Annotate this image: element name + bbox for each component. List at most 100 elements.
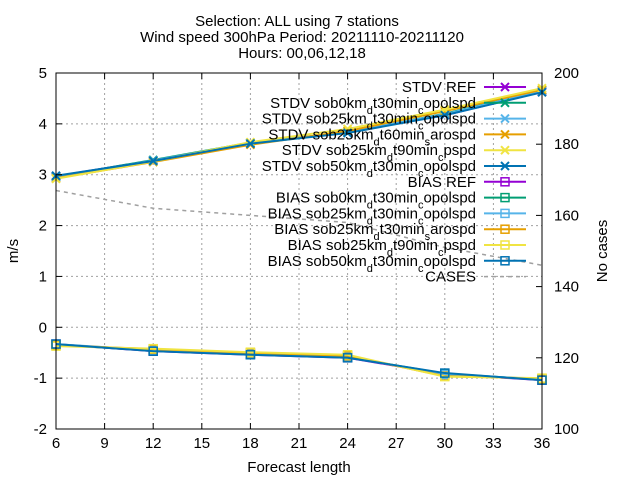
data-point — [148, 156, 158, 166]
data-point — [342, 128, 353, 138]
x-tick-label: 12 — [145, 435, 162, 452]
y2-tick-label: 160 — [554, 207, 579, 224]
legend-label: STDV sob25kmdt60minsarospd — [268, 126, 476, 148]
title-line-2: Wind speed 300hPa Period: 20211110-20211… — [140, 29, 464, 46]
data-point — [440, 110, 450, 120]
legend-label: STDV sob0kmdt30mincopolspd — [270, 95, 476, 117]
legend-label-subscript: c — [418, 215, 424, 227]
legend-item: CASES — [425, 269, 526, 286]
legend-marker — [500, 177, 510, 187]
legend-label-subscript: s — [425, 231, 431, 243]
y-tick-label: 2 — [39, 218, 47, 235]
legend-label-subscript: c — [418, 105, 424, 117]
legend-label: BIAS sob25kmdt30minsarospd — [274, 221, 476, 243]
data-point — [440, 368, 450, 378]
legend-label-part: CASES — [425, 269, 476, 286]
legend-marker — [500, 192, 510, 203]
legend-label-part: t30min — [373, 158, 418, 175]
legend-label-part: BIAS sob25km — [288, 237, 387, 254]
legend-marker — [500, 113, 510, 124]
legend-label: BIAS sob50kmdt30mincopolspd — [268, 253, 476, 275]
legend-label-subscript: d — [367, 105, 373, 117]
legend-item: STDV sob25kmdt90mincpspd — [282, 142, 526, 164]
legend-label-subscript: c — [418, 200, 424, 212]
legend-label-part: t30min — [373, 253, 418, 270]
legend-label-subscript: d — [367, 121, 373, 133]
legend-item: BIAS sob25kmdt90mincpspd — [288, 237, 526, 259]
y-tick-label: 4 — [39, 116, 47, 133]
x-tick-label: 21 — [291, 435, 308, 452]
legend-label-part: t30min — [373, 111, 418, 128]
legend-label: STDV sob25kmdt90mincpspd — [282, 142, 476, 164]
legend-label-subscript: c — [438, 247, 444, 259]
legend-item: STDV sob50kmdt30mincopolspd — [262, 158, 526, 180]
legend-label-part: opolspd — [423, 95, 476, 112]
x-tick-label: 33 — [485, 435, 502, 452]
legend-label-part: BIAS sob25km — [268, 205, 367, 222]
title-line-1: Selection: ALL using 7 stations — [195, 13, 399, 30]
x-tick-label: 36 — [534, 435, 551, 452]
x-tick-label: 18 — [242, 435, 259, 452]
x-axis-label: Forecast length — [247, 459, 350, 476]
y-tick-label: 5 — [39, 65, 47, 82]
data-point — [245, 349, 256, 360]
legend-item: STDV sob0kmdt30mincopolspd — [270, 95, 526, 117]
legend-label-subscript: d — [367, 200, 373, 212]
legend-label-subscript: c — [438, 152, 444, 164]
legend-label-part: STDV sob25km — [262, 111, 367, 128]
legend-marker — [500, 129, 510, 140]
legend-label-part: STDV REF — [402, 79, 476, 96]
legend-marker — [500, 98, 510, 108]
data-point — [148, 346, 158, 356]
legend-label-subscript: d — [387, 152, 393, 164]
y-axis-right: 100 120 140 160 180 200 — [536, 65, 579, 438]
legend-label-part: STDV sob0km — [270, 95, 367, 112]
y2-tick-label: 100 — [554, 421, 579, 438]
legend-label-subscript: d — [367, 215, 373, 227]
x-axis: 6 9 12 15 18 21 24 27 30 33 36 — [52, 73, 551, 452]
y2-tick-label: 140 — [554, 279, 579, 296]
legend-label-part: t30min — [373, 205, 418, 222]
legend-label-part: STDV sob25km — [282, 142, 387, 159]
legend-label-subscript: d — [367, 263, 373, 275]
legend-label-part: STDV sob50km — [262, 158, 367, 175]
legend-label: BIAS sob0kmdt30mincopolspd — [276, 190, 476, 212]
legend-item: BIAS sob50kmdt30mincopolspd — [268, 253, 526, 275]
y2-tick-label: 200 — [554, 65, 579, 82]
legend-label-part: t30min — [380, 221, 425, 238]
legend-label-part: t60min — [380, 126, 425, 143]
x-tick-label: 24 — [339, 435, 356, 452]
legend-label-subscript: c — [418, 168, 424, 180]
series-line — [55, 91, 543, 177]
legend-marker — [500, 145, 510, 155]
series-line — [55, 343, 543, 382]
legend-label-part: opolspd — [423, 158, 476, 175]
legend-item: BIAS REF — [408, 174, 526, 191]
y2-axis-label: No cases — [594, 220, 611, 283]
legend-label-part: opolspd — [423, 205, 476, 222]
x-tick-label: 27 — [388, 435, 405, 452]
legend-item: STDV sob25kmdt60minsarospd — [268, 126, 526, 148]
y-tick-label: 3 — [39, 167, 47, 184]
legend-label-subscript: d — [367, 168, 373, 180]
legend-label-part: arospd — [430, 126, 476, 143]
data-point — [245, 138, 256, 149]
series-line — [55, 189, 543, 266]
legend-label: BIAS sob25kmdt90mincpspd — [288, 237, 476, 259]
legend-label: STDV sob50kmdt30mincopolspd — [262, 158, 476, 180]
x-tick-label: 30 — [436, 435, 453, 452]
y-tick-label: 1 — [39, 268, 47, 285]
legend-marker — [500, 161, 510, 171]
y2-tick-label: 180 — [554, 136, 579, 153]
legend-marker — [500, 240, 510, 250]
legend-item: STDV sob25kmdt30mincopolspd — [262, 111, 526, 133]
legend-label: CASES — [425, 269, 476, 286]
legend-label: STDV sob25kmdt30mincopolspd — [262, 111, 476, 133]
legend-item: STDV REF — [402, 79, 526, 96]
series-12 — [55, 189, 543, 266]
legend-marker — [500, 224, 510, 234]
title-line-3: Hours: 00,06,12,18 — [238, 45, 366, 62]
legend-label-part: BIAS sob50km — [268, 253, 367, 270]
